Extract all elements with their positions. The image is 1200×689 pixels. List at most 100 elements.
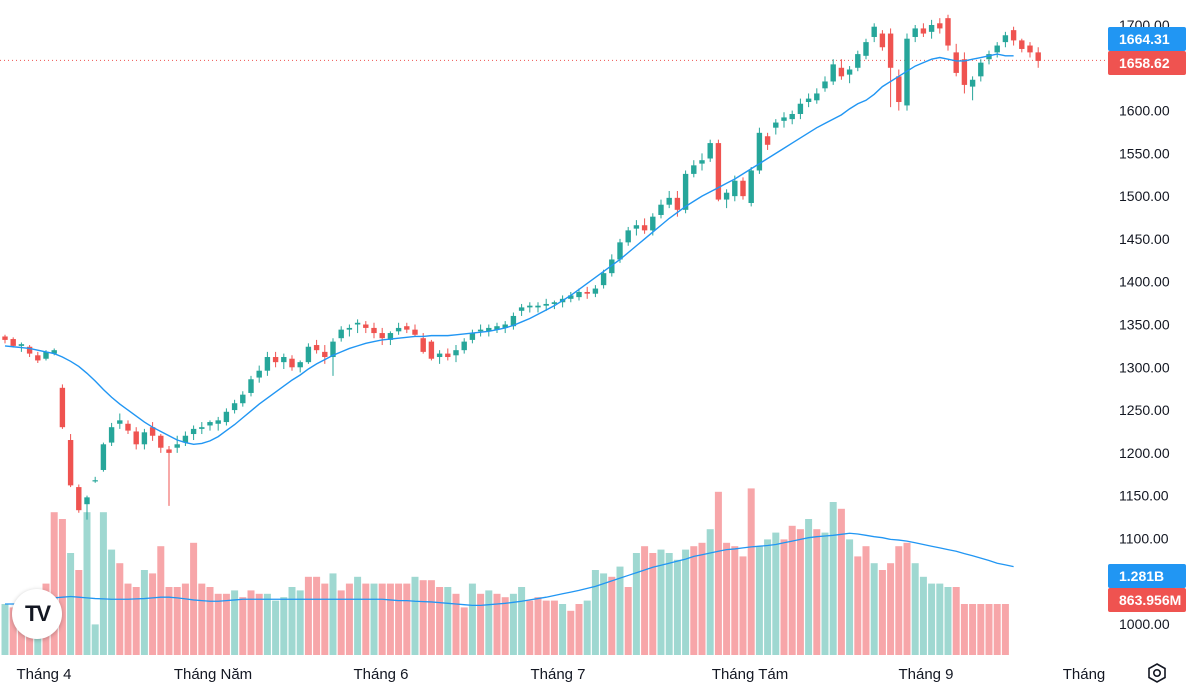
candle [256, 365, 262, 383]
price-tick-label: 1200.00 [1119, 445, 1170, 461]
candle-body [789, 113, 795, 120]
candle-body [248, 379, 254, 393]
candle [486, 324, 492, 337]
candle-body [67, 440, 74, 486]
volume-bar [550, 600, 558, 655]
candle [10, 337, 16, 348]
candle [133, 427, 139, 450]
candle-body [1027, 45, 1033, 53]
candle-body [166, 449, 172, 453]
volume-bar [444, 587, 452, 655]
candle [740, 177, 746, 200]
volume-bar [411, 576, 419, 655]
volume-bar [583, 600, 591, 655]
candle-body [231, 403, 238, 411]
volume-bar [231, 590, 239, 655]
candle-body [387, 333, 394, 340]
candle-body [633, 225, 640, 229]
candle [748, 167, 754, 207]
candle [67, 434, 74, 488]
volume-bar [190, 542, 198, 655]
candle-body [756, 132, 763, 171]
volume-bar [813, 529, 821, 655]
volume-bar [280, 597, 288, 655]
candle-body [256, 370, 262, 378]
candle [871, 23, 877, 43]
candle-body [436, 353, 443, 358]
volume-bar [805, 519, 813, 655]
candle [182, 431, 189, 447]
volume-ma-badge-label: 863.956M [1119, 592, 1181, 608]
price-tick-label: 1150.00 [1119, 488, 1169, 504]
candle-body [691, 165, 697, 174]
candle [223, 408, 230, 426]
volume-bar [977, 604, 985, 655]
volume-bar [706, 529, 714, 655]
volume-bar [624, 587, 632, 655]
volume-bar [337, 590, 345, 655]
candle-body [330, 341, 336, 358]
volume-bar [731, 546, 739, 655]
volume-bar [723, 542, 731, 655]
volume-bar [493, 593, 501, 655]
candle-body [264, 357, 271, 371]
volume-bar [690, 546, 698, 655]
volume-bar [296, 590, 304, 655]
candle [781, 112, 787, 128]
volume-badge [1108, 564, 1186, 588]
volume-bar [993, 604, 1001, 655]
candle [297, 360, 303, 373]
volume-bar [362, 583, 370, 655]
volume-bar [600, 573, 608, 655]
candle-body [773, 122, 779, 128]
price-axis[interactable]: 1000.001050.001100.001150.001200.001250.… [1119, 17, 1170, 632]
candle [412, 324, 418, 337]
candle-body [699, 160, 705, 164]
candle [625, 226, 631, 246]
candle-body [313, 345, 320, 351]
time-tick-label: Tháng 4 [16, 666, 71, 683]
candle [264, 351, 271, 376]
volume-bar [887, 563, 895, 655]
volume-bar [395, 583, 403, 655]
candle [846, 66, 853, 84]
volume-bar [378, 583, 386, 655]
candle-body [978, 62, 984, 77]
candle-body [486, 327, 492, 332]
volume-badge-label: 1.281B [1119, 568, 1164, 584]
candle [248, 375, 254, 397]
candle-body [666, 197, 672, 205]
candle-body [805, 98, 812, 103]
settings-gear-icon[interactable] [1146, 662, 1168, 684]
volume-bar [206, 587, 214, 655]
volume-bar [985, 604, 993, 655]
candle [305, 343, 312, 364]
volume-bar [313, 576, 321, 655]
volume-bar [755, 546, 763, 655]
candle [789, 110, 795, 125]
candle [855, 50, 861, 72]
candle [797, 98, 804, 120]
candle-body [199, 427, 205, 429]
candle-body [43, 351, 49, 359]
candle-body [584, 291, 590, 294]
volume-bars [1, 488, 1009, 655]
volume-bar [960, 604, 968, 655]
tradingview-logo[interactable]: TV [12, 589, 62, 639]
candle-body [141, 432, 148, 445]
time-tick-label: Tháng 6 [353, 666, 408, 683]
candle [1027, 42, 1033, 58]
volume-bar [50, 512, 58, 655]
volume-bar [944, 587, 952, 655]
candle [961, 52, 968, 94]
candle-body [781, 117, 787, 121]
candle [576, 288, 582, 301]
candle-body [404, 326, 410, 330]
candle-body [502, 324, 508, 328]
time-tick-label: Tháng 9 [898, 666, 953, 683]
time-axis[interactable]: Tháng 4 Tháng Năm Tháng 6 Tháng 7 Tháng Tám T… [16, 666, 1105, 683]
candle-body [76, 487, 82, 511]
volume-bar [501, 597, 509, 655]
candle [699, 153, 705, 171]
